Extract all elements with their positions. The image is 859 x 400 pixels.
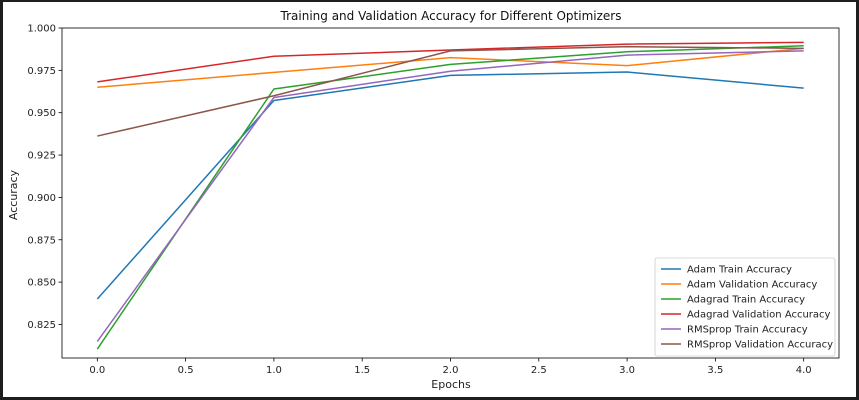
y-tick-label: 0.975 (27, 66, 56, 77)
x-tick-label: 1.0 (266, 365, 282, 376)
x-tick-label: 2.5 (531, 365, 547, 376)
y-tick-label: 0.950 (27, 108, 56, 119)
legend-label: RMSprop Train Accuracy (687, 325, 808, 336)
y-tick-label: 0.900 (27, 193, 56, 204)
series-line-rmsprop-validation-accuracy (97, 45, 804, 137)
y-tick-label: 0.825 (27, 320, 56, 331)
legend-label: RMSprop Validation Accuracy (687, 340, 833, 351)
chart-title: Training and Validation Accuracy for Dif… (280, 9, 622, 23)
y-tick-label: 0.875 (27, 235, 56, 246)
series-line-adam-train-accuracy (96, 71, 804, 300)
x-tick-label: 3.5 (707, 365, 723, 376)
series-line-rmsprop-train-accuracy (96, 50, 804, 342)
legend-label: Adagrad Train Accuracy (687, 295, 805, 306)
legend-label: Adagrad Validation Accuracy (687, 310, 831, 321)
series-line-adam-validation-accuracy (97, 47, 804, 89)
legend-box (654, 257, 836, 357)
series-line-adagrad-train-accuracy (96, 45, 804, 350)
chart-svg: Training and Validation Accuracy for Dif… (7, 9, 840, 391)
chart-figure: Training and Validation Accuracy for Dif… (3, 2, 856, 397)
x-axis-label: Epochs (431, 378, 471, 391)
y-tick-label: 0.925 (27, 151, 56, 162)
plot-area: 0.0 0.5 1.0 1.5 2.0 2.5 3.0 3.5 4.0 0.825 0.850 0.8… (27, 24, 840, 376)
x-tick-label: 2.0 (443, 365, 459, 376)
legend-label: Adam Train Accuracy (687, 265, 792, 276)
x-tick-label: 3.0 (619, 365, 635, 376)
x-tick-label: 0.5 (178, 365, 194, 376)
legend-label: Adam Validation Accuracy (687, 280, 817, 291)
x-tick-label: 4.0 (796, 365, 812, 376)
y-axis-label: Accuracy (7, 169, 20, 220)
y-tick-label: 0.850 (27, 278, 56, 289)
series-line-adagrad-validation-accuracy (97, 41, 804, 83)
x-tick-label: 1.5 (354, 365, 370, 376)
legend: Adam Train Accuracy Adam Validation Accur… (654, 257, 836, 357)
y-tick-label: 1.000 (27, 24, 56, 35)
x-tick-label: 0.0 (89, 365, 105, 376)
